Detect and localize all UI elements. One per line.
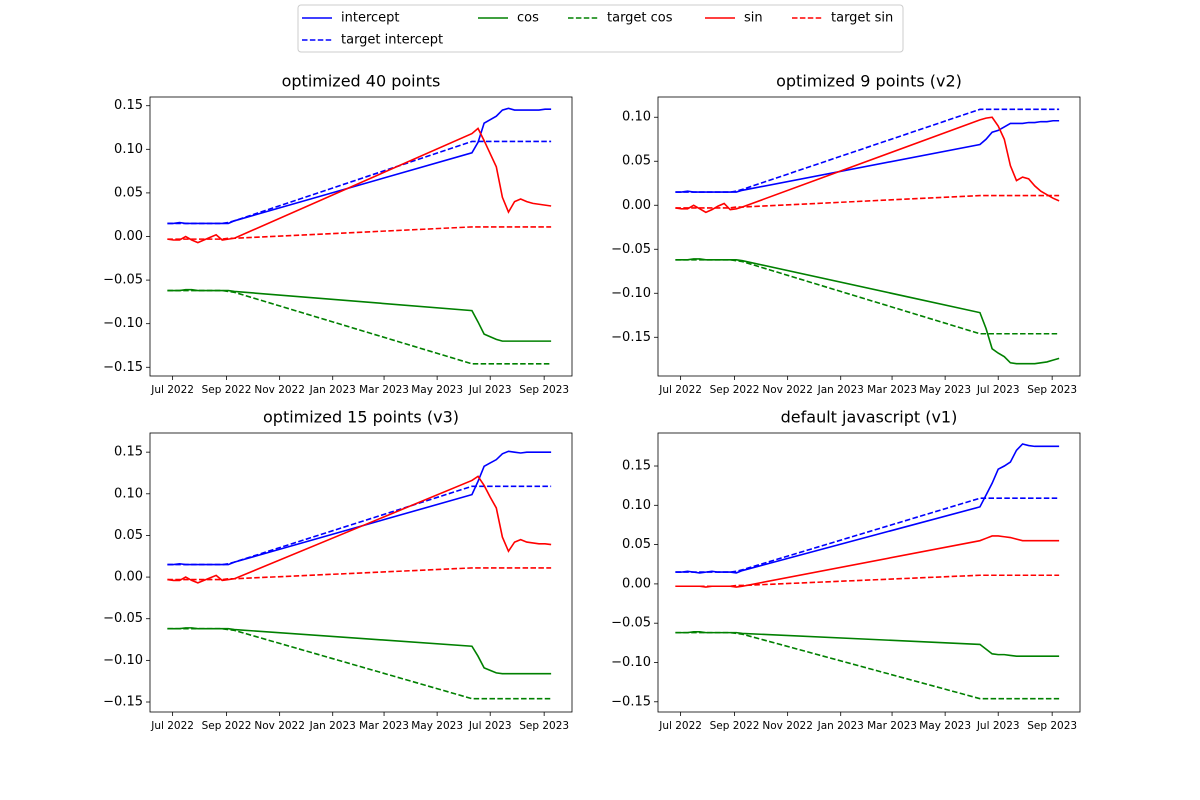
- x-tick-label: May 2023: [919, 384, 971, 396]
- y-tick-label: −0.10: [103, 653, 143, 668]
- axes-frame: [657, 432, 1081, 713]
- y-tick-label: −0.15: [103, 360, 143, 375]
- x-tick-label: May 2023: [411, 384, 463, 396]
- series-line: target sin: [675, 574, 1060, 588]
- x-tick-label: May 2023: [919, 720, 971, 732]
- series-line: cos: [675, 631, 1060, 657]
- legend-box: [297, 4, 904, 53]
- x-tick-label: Mar 2023: [359, 720, 409, 732]
- x-tick-label: Sep 2022: [710, 384, 760, 396]
- series-line: cos: [167, 288, 552, 342]
- y-tick-label: −0.15: [611, 694, 651, 709]
- y-tick-label: −0.05: [611, 242, 651, 257]
- x-tick-label: Jul 2023: [976, 384, 1020, 396]
- x-tick-label: Jul 2022: [658, 720, 702, 732]
- x-tick-label: Jan 2023: [817, 720, 864, 732]
- axes-frame: [657, 96, 1081, 377]
- y-tick-label: 0.00: [622, 198, 651, 213]
- series-line: target cos: [675, 631, 1060, 700]
- series-line: target intercept: [167, 140, 552, 225]
- series-line: target sin: [167, 226, 552, 240]
- subplot-title: default javascript (v1): [781, 408, 958, 427]
- legend-label: intercept: [341, 11, 400, 26]
- x-tick-label: Jan 2023: [309, 720, 356, 732]
- axes-frame: [149, 96, 573, 377]
- series-line: target intercept: [675, 108, 1060, 193]
- series-line: cos: [675, 258, 1060, 365]
- y-tick-label: 0.05: [114, 185, 143, 200]
- y-tick-label: −0.10: [611, 286, 651, 301]
- y-tick-label: 0.05: [622, 154, 651, 169]
- y-tick-label: −0.05: [103, 273, 143, 288]
- x-tick-label: Sep 2023: [1027, 720, 1077, 732]
- legend-label: target sin: [831, 11, 893, 26]
- series-line: sin: [167, 475, 552, 584]
- subplot-title: optimized 40 points: [282, 72, 441, 91]
- x-tick-label: Jul 2023: [468, 384, 512, 396]
- y-tick-label: 0.15: [114, 445, 143, 460]
- x-tick-label: Jul 2022: [150, 720, 194, 732]
- x-tick-label: Jul 2023: [468, 720, 512, 732]
- x-tick-label: Nov 2022: [762, 720, 813, 732]
- y-tick-label: 0.10: [622, 110, 651, 125]
- series-line: target cos: [167, 627, 552, 700]
- series-line: target sin: [167, 567, 552, 581]
- y-tick-label: −0.10: [611, 655, 651, 670]
- legend-label: target intercept: [341, 33, 443, 48]
- x-tick-label: Sep 2022: [202, 720, 252, 732]
- x-tick-label: Nov 2022: [254, 384, 305, 396]
- x-tick-label: Sep 2023: [519, 720, 569, 732]
- series-line: sin: [675, 116, 1060, 214]
- y-tick-label: 0.00: [622, 576, 651, 591]
- y-tick-label: 0.00: [114, 229, 143, 244]
- series-line: sin: [167, 127, 552, 244]
- legend-label: target cos: [607, 11, 673, 26]
- y-tick-label: 0.10: [622, 498, 651, 513]
- y-tick-label: −0.15: [103, 695, 143, 710]
- series-line: intercept: [167, 107, 552, 225]
- x-tick-label: Jul 2023: [976, 720, 1020, 732]
- x-tick-label: Mar 2023: [867, 384, 917, 396]
- series-line: target cos: [675, 259, 1060, 335]
- x-tick-label: May 2023: [411, 720, 463, 732]
- x-tick-label: Sep 2023: [1027, 384, 1077, 396]
- series-line: intercept: [167, 450, 552, 566]
- legend-label: sin: [744, 11, 763, 26]
- y-tick-label: −0.15: [611, 330, 651, 345]
- x-tick-label: Nov 2022: [762, 384, 813, 396]
- series-line: target intercept: [675, 497, 1060, 573]
- subplot-title: optimized 15 points (v3): [263, 408, 459, 427]
- series-line: target intercept: [167, 485, 552, 566]
- x-tick-label: Jan 2023: [309, 384, 356, 396]
- x-tick-label: Mar 2023: [867, 720, 917, 732]
- y-tick-label: 0.15: [622, 459, 651, 474]
- x-tick-label: Sep 2023: [519, 384, 569, 396]
- y-tick-label: 0.05: [114, 528, 143, 543]
- series-line: target sin: [675, 194, 1060, 209]
- x-tick-label: Sep 2022: [202, 384, 252, 396]
- x-tick-label: Nov 2022: [254, 720, 305, 732]
- y-tick-label: 0.00: [114, 570, 143, 585]
- series-line: cos: [167, 627, 552, 675]
- legend-label: cos: [517, 11, 539, 26]
- y-tick-label: −0.05: [611, 616, 651, 631]
- y-tick-label: −0.10: [103, 316, 143, 331]
- axes-frame: [149, 432, 573, 713]
- y-tick-label: 0.10: [114, 142, 143, 157]
- x-tick-label: Jul 2022: [658, 384, 702, 396]
- y-tick-label: 0.05: [622, 537, 651, 552]
- series-line: target cos: [167, 289, 552, 365]
- y-tick-label: 0.15: [114, 98, 143, 113]
- x-tick-label: Jul 2022: [150, 384, 194, 396]
- x-tick-label: Sep 2022: [710, 720, 760, 732]
- x-tick-label: Mar 2023: [359, 384, 409, 396]
- series-line: intercept: [675, 443, 1060, 574]
- y-tick-label: 0.10: [114, 486, 143, 501]
- x-tick-label: Jan 2023: [817, 384, 864, 396]
- y-tick-label: −0.05: [103, 611, 143, 626]
- subplot-title: optimized 9 points (v2): [776, 72, 962, 91]
